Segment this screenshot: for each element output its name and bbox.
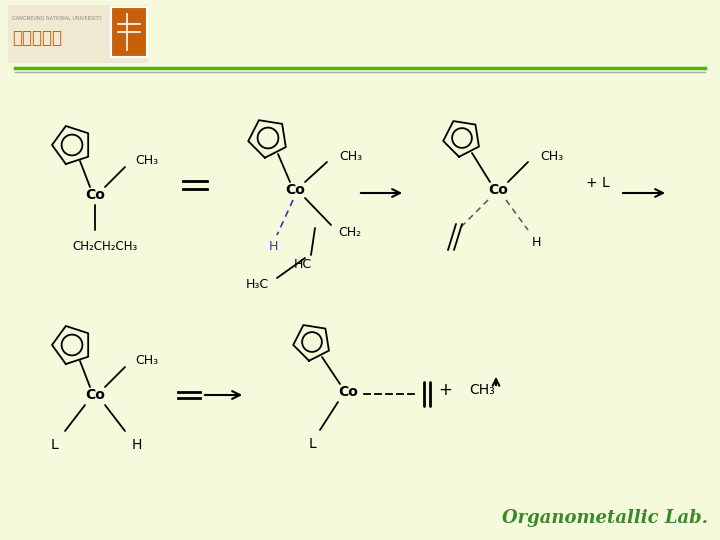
Text: H₃C: H₃C bbox=[246, 279, 269, 292]
Text: HC: HC bbox=[294, 259, 312, 272]
FancyBboxPatch shape bbox=[111, 7, 147, 57]
Text: CH₃: CH₃ bbox=[135, 154, 158, 167]
Text: CH₂: CH₂ bbox=[338, 226, 361, 239]
Text: 강릉대학교: 강릉대학교 bbox=[12, 29, 62, 47]
FancyBboxPatch shape bbox=[8, 5, 148, 63]
Text: GANGNEUNG NATIONAL UNIVERSITY: GANGNEUNG NATIONAL UNIVERSITY bbox=[12, 16, 102, 21]
Text: Co: Co bbox=[85, 188, 105, 202]
Text: Co: Co bbox=[85, 388, 105, 402]
Text: Co: Co bbox=[285, 183, 305, 197]
Text: +: + bbox=[438, 381, 452, 399]
Text: Co: Co bbox=[338, 385, 358, 399]
Text: L: L bbox=[51, 438, 59, 452]
Text: H: H bbox=[269, 240, 278, 253]
Text: CH₃: CH₃ bbox=[541, 150, 564, 163]
Text: Co: Co bbox=[488, 183, 508, 197]
Text: L: L bbox=[309, 437, 317, 451]
Text: CH₃: CH₃ bbox=[135, 354, 158, 368]
Text: CH₃: CH₃ bbox=[469, 383, 495, 397]
Text: H: H bbox=[531, 235, 541, 248]
Text: Organometallic Lab.: Organometallic Lab. bbox=[502, 509, 708, 527]
Text: CH₂CH₂CH₃: CH₂CH₂CH₃ bbox=[73, 240, 138, 253]
Text: + L: + L bbox=[586, 176, 610, 190]
Text: H: H bbox=[132, 438, 142, 452]
Text: CH₃: CH₃ bbox=[339, 150, 363, 163]
